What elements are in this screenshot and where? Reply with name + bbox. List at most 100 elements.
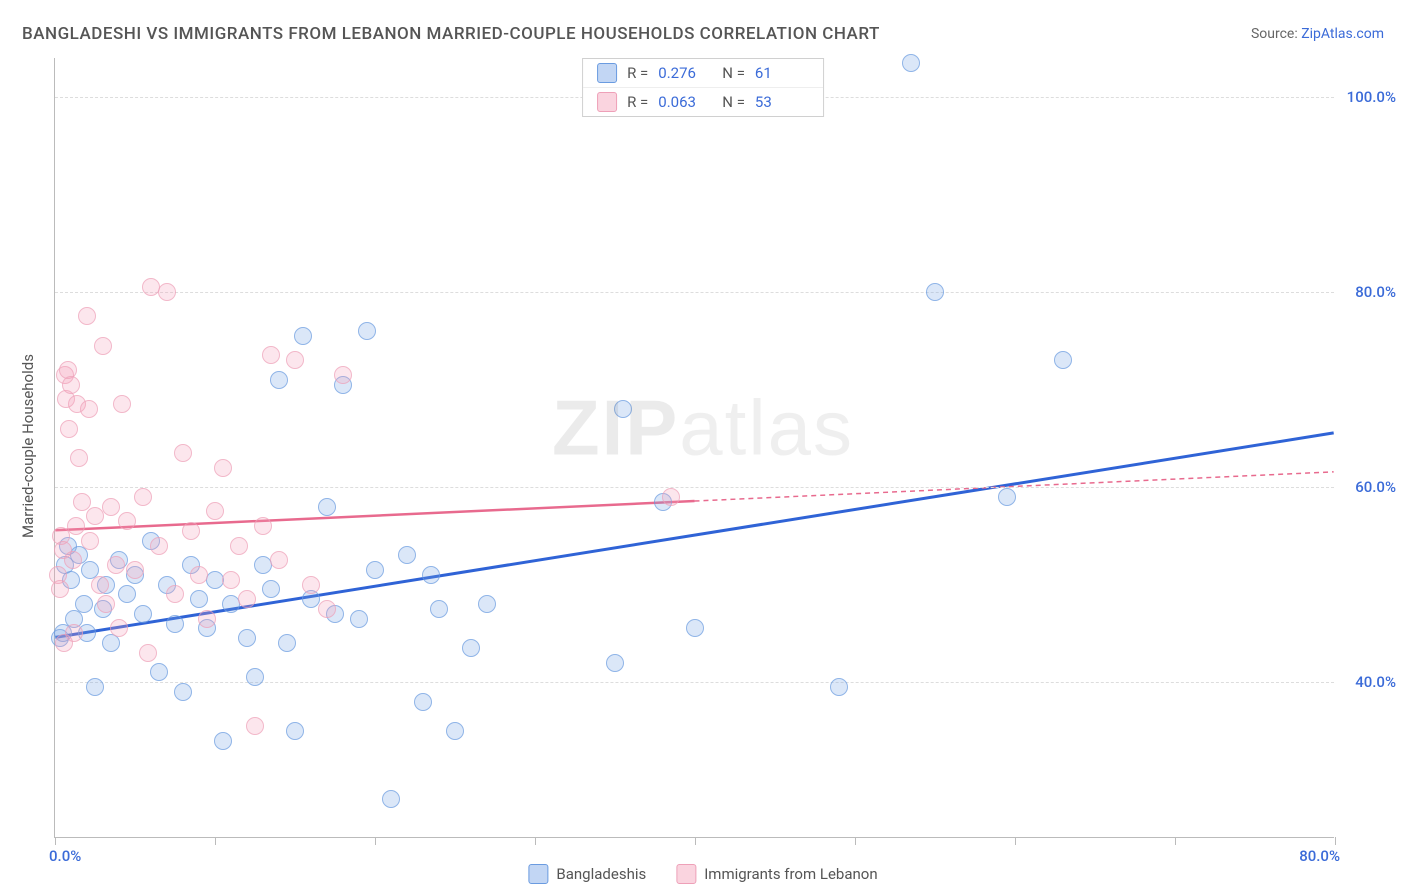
- scatter-point-bangladeshi: [998, 488, 1016, 506]
- scatter-point-lebanon: [64, 551, 82, 569]
- scatter-point-bangladeshi: [830, 678, 848, 696]
- x-tick: [215, 837, 216, 845]
- n-value: 61: [755, 64, 809, 82]
- x-tick: [1335, 837, 1336, 845]
- x-tick: [855, 837, 856, 845]
- y-tick-label: 80.0%: [1355, 283, 1396, 301]
- scatter-point-bangladeshi: [606, 654, 624, 672]
- scatter-point-lebanon: [110, 619, 128, 637]
- scatter-point-lebanon: [139, 644, 157, 662]
- scatter-point-bangladeshi: [166, 615, 184, 633]
- r-value: 0.276: [658, 64, 712, 82]
- swatch-icon: [676, 864, 696, 884]
- scatter-point-bangladeshi: [462, 639, 480, 657]
- legend-item-bangladeshi: Bangladeshis: [528, 864, 646, 884]
- swatch-icon: [597, 63, 617, 83]
- n-label: N =: [722, 93, 745, 111]
- scatter-point-lebanon: [102, 498, 120, 516]
- scatter-point-lebanon: [662, 488, 680, 506]
- scatter-point-lebanon: [198, 610, 216, 628]
- x-tick: [1015, 837, 1016, 845]
- scatter-point-lebanon: [174, 444, 192, 462]
- scatter-point-bangladeshi: [246, 668, 264, 686]
- scatter-point-bangladeshi: [478, 595, 496, 613]
- scatter-point-bangladeshi: [286, 722, 304, 740]
- scatter-point-lebanon: [107, 556, 125, 574]
- scatter-point-bangladeshi: [446, 722, 464, 740]
- scatter-point-bangladeshi: [414, 693, 432, 711]
- scatter-point-bangladeshi: [926, 283, 944, 301]
- scatter-point-bangladeshi: [134, 605, 152, 623]
- scatter-point-bangladeshi: [86, 678, 104, 696]
- n-value: 53: [755, 93, 809, 111]
- gridline-h: [55, 292, 1334, 293]
- scatter-point-lebanon: [86, 507, 104, 525]
- scatter-point-lebanon: [60, 420, 78, 438]
- scatter-point-bangladeshi: [902, 54, 920, 72]
- source-label: Source:: [1251, 26, 1298, 42]
- gridline-h: [55, 487, 1334, 488]
- scatter-point-lebanon: [150, 537, 168, 555]
- r-label: R =: [627, 64, 648, 82]
- correlation-legend: R = 0.276 N = 61 R = 0.063 N = 53: [582, 58, 824, 117]
- scatter-point-bangladeshi: [75, 595, 93, 613]
- scatter-point-bangladeshi: [270, 371, 288, 389]
- scatter-point-lebanon: [78, 307, 96, 325]
- scatter-point-lebanon: [97, 595, 115, 613]
- scatter-point-lebanon: [158, 283, 176, 301]
- scatter-point-lebanon: [51, 580, 69, 598]
- scatter-plot-area: 40.0%60.0%80.0%100.0%0.0%80.0%: [54, 58, 1334, 838]
- scatter-point-bangladeshi: [358, 322, 376, 340]
- scatter-point-bangladeshi: [238, 629, 256, 647]
- scatter-point-bangladeshi: [174, 683, 192, 701]
- scatter-point-bangladeshi: [366, 561, 384, 579]
- scatter-point-bangladeshi: [278, 634, 296, 652]
- scatter-point-lebanon: [262, 346, 280, 364]
- x-tick: [375, 837, 376, 845]
- scatter-point-bangladeshi: [294, 327, 312, 345]
- swatch-icon: [528, 864, 548, 884]
- legend-label: Immigrants from Lebanon: [704, 865, 877, 883]
- scatter-point-lebanon: [270, 551, 288, 569]
- scatter-point-lebanon: [238, 590, 256, 608]
- scatter-point-bangladeshi: [262, 580, 280, 598]
- scatter-point-lebanon: [302, 576, 320, 594]
- scatter-point-bangladeshi: [350, 610, 368, 628]
- scatter-point-lebanon: [134, 488, 152, 506]
- source-link[interactable]: ZipAtlas.com: [1301, 26, 1384, 42]
- y-tick-label: 60.0%: [1355, 478, 1396, 496]
- trendline-lebanon: [55, 501, 694, 530]
- scatter-point-lebanon: [118, 512, 136, 530]
- scatter-point-lebanon: [190, 566, 208, 584]
- scatter-point-bangladeshi: [118, 585, 136, 603]
- scatter-point-bangladeshi: [422, 566, 440, 584]
- y-tick-label: 100.0%: [1347, 88, 1396, 106]
- scatter-point-lebanon: [286, 351, 304, 369]
- series-legend: Bangladeshis Immigrants from Lebanon: [528, 864, 877, 884]
- legend-row-lebanon: R = 0.063 N = 53: [583, 87, 823, 116]
- scatter-point-lebanon: [94, 337, 112, 355]
- scatter-point-lebanon: [254, 517, 272, 535]
- y-tick-label: 40.0%: [1355, 673, 1396, 691]
- scatter-point-bangladeshi: [1054, 351, 1072, 369]
- scatter-point-lebanon: [230, 537, 248, 555]
- x-min-label: 0.0%: [49, 847, 81, 865]
- scatter-point-lebanon: [222, 571, 240, 589]
- n-label: N =: [722, 64, 745, 82]
- y-axis-title: Married-couple Households: [19, 354, 37, 538]
- legend-label: Bangladeshis: [556, 865, 646, 883]
- x-tick: [695, 837, 696, 845]
- scatter-point-bangladeshi: [686, 619, 704, 637]
- chart-header: BANGLADESHI VS IMMIGRANTS FROM LEBANON M…: [22, 24, 1384, 44]
- scatter-point-lebanon: [73, 493, 91, 511]
- legend-item-lebanon: Immigrants from Lebanon: [676, 864, 877, 884]
- scatter-point-bangladeshi: [190, 590, 208, 608]
- source-attribution: Source: ZipAtlas.com: [1251, 26, 1384, 42]
- scatter-point-lebanon: [55, 634, 73, 652]
- scatter-point-bangladeshi: [318, 498, 336, 516]
- scatter-point-bangladeshi: [430, 600, 448, 618]
- scatter-point-bangladeshi: [614, 400, 632, 418]
- r-label: R =: [627, 93, 648, 111]
- scatter-point-bangladeshi: [382, 790, 400, 808]
- scatter-point-lebanon: [70, 449, 88, 467]
